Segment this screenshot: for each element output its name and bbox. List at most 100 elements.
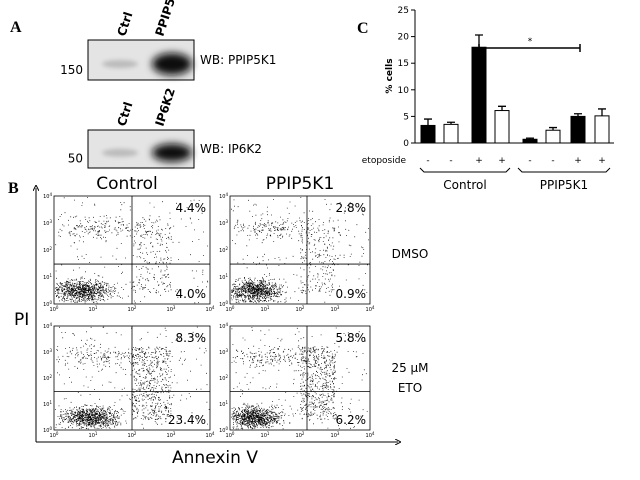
x-tick-label: + xyxy=(598,156,606,166)
tick-label: 100 xyxy=(219,300,228,308)
tick-exponent: 1 xyxy=(49,273,52,278)
tick-label: 100 xyxy=(50,431,59,439)
tick-label: 102 xyxy=(296,305,305,313)
bar xyxy=(570,115,586,144)
plot-frame xyxy=(229,195,371,305)
panel-label: B xyxy=(8,180,19,197)
bar xyxy=(522,138,538,144)
lane-label: PPIP5K1 xyxy=(153,0,184,38)
tick-exponent: 4 xyxy=(225,192,228,197)
tick-base: 10 xyxy=(366,307,372,313)
tick-label: 103 xyxy=(167,431,176,439)
tick-base: 10 xyxy=(128,433,134,439)
x-tick-label: + xyxy=(574,156,582,166)
x-tick-label: - xyxy=(449,156,452,166)
tick-exponent: 4 xyxy=(49,192,52,197)
tick-base: 10 xyxy=(296,307,302,313)
tick-base: 10 xyxy=(43,275,49,281)
tick-label: 101 xyxy=(89,431,98,439)
tick-base: 10 xyxy=(226,433,232,439)
y-tick-label: 10 xyxy=(398,86,410,96)
axis-title: Annexin V xyxy=(172,448,258,468)
marker-label: 150 xyxy=(60,63,83,77)
tick-base: 10 xyxy=(219,275,225,281)
tick-label: 103 xyxy=(43,348,52,356)
tick-exponent: 1 xyxy=(225,400,228,405)
tick-exponent: 4 xyxy=(372,431,375,436)
panel-label: C xyxy=(357,20,369,37)
tick-exponent: 2 xyxy=(49,374,52,379)
band xyxy=(102,148,138,157)
tick-exponent: 2 xyxy=(134,305,137,310)
plot-frame xyxy=(229,325,371,431)
tick-exponent: 3 xyxy=(173,431,176,436)
tick-label: 103 xyxy=(43,219,52,227)
tick-label: 101 xyxy=(43,273,52,281)
tick-base: 10 xyxy=(43,194,49,200)
quadrant-percent: 23.4% xyxy=(168,413,206,427)
tick-base: 10 xyxy=(366,433,372,439)
tick-exponent: 1 xyxy=(95,431,98,436)
event-texture xyxy=(55,326,210,430)
error-bar xyxy=(598,108,606,116)
tick-label: 101 xyxy=(261,305,270,313)
lane-label: Ctrl xyxy=(115,10,136,38)
bar xyxy=(443,123,459,144)
tick-exponent: 1 xyxy=(267,305,270,310)
quadrant-percent: 6.2% xyxy=(336,413,367,427)
tick-base: 10 xyxy=(128,307,134,313)
x-tick-label: + xyxy=(498,156,506,166)
tick-label: 102 xyxy=(128,305,137,313)
significance-line xyxy=(478,44,581,52)
y-tick-label: 25 xyxy=(398,6,409,16)
tick-base: 10 xyxy=(206,307,212,313)
group-label: PPIP5K1 xyxy=(540,178,588,192)
lane-label: Ctrl xyxy=(115,100,136,128)
tick-label: 101 xyxy=(89,305,98,313)
tick-label: 104 xyxy=(366,305,375,313)
tick-base: 10 xyxy=(261,433,267,439)
tick-label: 103 xyxy=(167,305,176,313)
band xyxy=(152,53,192,75)
tick-label: 104 xyxy=(43,322,52,330)
tick-base: 10 xyxy=(261,307,267,313)
tick-exponent: 3 xyxy=(337,305,340,310)
event-texture xyxy=(55,197,209,304)
tick-base: 10 xyxy=(89,433,95,439)
tick-label: 102 xyxy=(43,246,52,254)
tick-label: 100 xyxy=(226,431,235,439)
tick-exponent: 2 xyxy=(225,374,228,379)
tick-label: 102 xyxy=(43,374,52,382)
tick-base: 10 xyxy=(331,433,337,439)
tick-base: 10 xyxy=(43,302,49,308)
tick-base: 10 xyxy=(43,428,49,434)
bar xyxy=(494,110,510,144)
tick-exponent: 4 xyxy=(225,322,228,327)
tick-exponent: 2 xyxy=(134,431,137,436)
tick-label: 104 xyxy=(219,322,228,330)
group-label: Control xyxy=(443,178,486,192)
tick-base: 10 xyxy=(219,428,225,434)
tick-label: 103 xyxy=(331,431,340,439)
row-label: ETO xyxy=(398,381,422,395)
quadrant-percent: 0.9% xyxy=(336,287,367,301)
tick-exponent: 4 xyxy=(372,305,375,310)
tick-base: 10 xyxy=(219,302,225,308)
tick-base: 10 xyxy=(296,433,302,439)
tick-label: 100 xyxy=(43,426,52,434)
tick-label: 102 xyxy=(128,431,137,439)
axis-title: PI xyxy=(14,310,29,330)
blot-label: WB: IP6K2 xyxy=(200,142,262,156)
tick-base: 10 xyxy=(219,324,225,330)
event-texture xyxy=(231,197,369,304)
error-bar xyxy=(447,121,455,125)
tick-base: 10 xyxy=(219,350,225,356)
tick-exponent: 0 xyxy=(232,305,235,310)
bar xyxy=(471,46,487,144)
tick-base: 10 xyxy=(43,376,49,382)
y-tick-label: 15 xyxy=(398,59,409,69)
tick-exponent: 2 xyxy=(49,246,52,251)
tick-exponent: 3 xyxy=(49,219,52,224)
tick-exponent: 0 xyxy=(232,431,235,436)
